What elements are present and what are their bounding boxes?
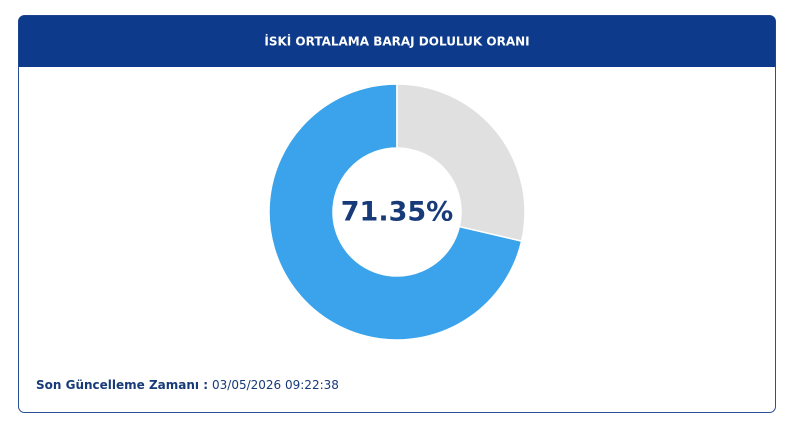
donut xyxy=(268,83,526,341)
donut-slice xyxy=(396,83,526,242)
donut-slice xyxy=(268,83,523,341)
card-header xyxy=(18,15,776,67)
footer: Son Güncelleme Zamanı : 03/05/2026 09:22:… xyxy=(36,378,339,392)
center-value: 71.35% xyxy=(341,197,453,228)
footer-timestamp: 03/05/2026 09:22:38 xyxy=(212,378,339,392)
chart-title: İSKİ ORTALAMA BARAJ DOLULUK ORANI xyxy=(264,34,529,49)
footer-label: Son Güncelleme Zamanı : xyxy=(36,378,208,392)
